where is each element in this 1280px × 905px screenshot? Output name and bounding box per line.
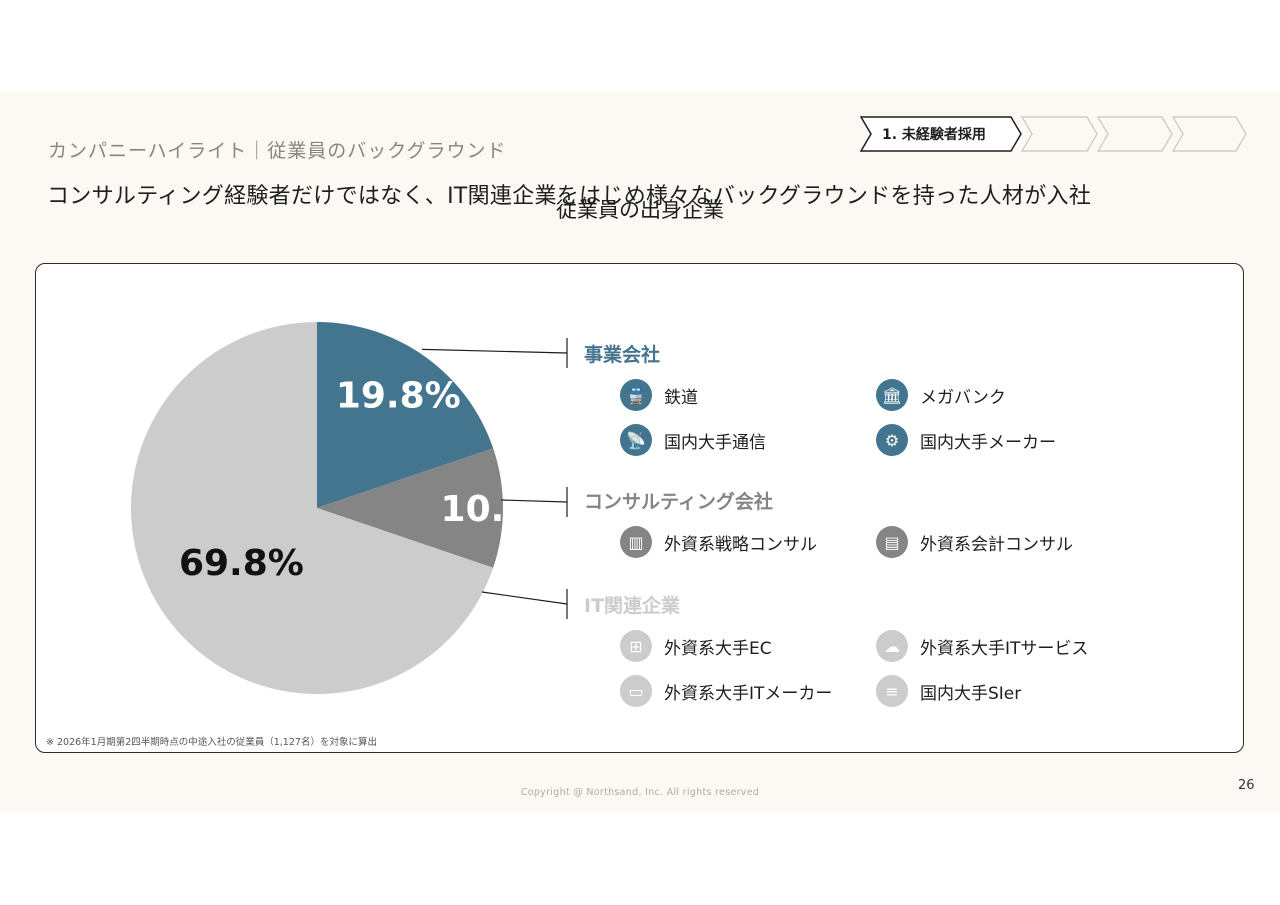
train-icon: 🚆 [620, 379, 652, 411]
books-icon: ▥ [620, 526, 652, 558]
legend-item-label: 外資系大手EC [664, 638, 772, 659]
legend-item: ☁ 外資系大手ITサービス [876, 630, 1088, 662]
legend-item-label: 国内大手メーカー [920, 432, 1056, 453]
pie-label-2: 10.4% [441, 489, 566, 530]
shopping-cart-icon: ⊞ [620, 630, 652, 662]
legend-item-label: 外資系戦略コンサル [664, 534, 817, 555]
legend-item-label: 外資系大手ITサービス [920, 638, 1089, 659]
legend-item-label: 外資系大手ITメーカー [664, 683, 833, 704]
bank-icon: 🏛 [876, 379, 908, 411]
legend-item: ▤ 外資系会計コンサル [876, 526, 1073, 558]
leader-line-2 [500, 499, 568, 503]
group-title-2: コンサルティング会社 [584, 491, 773, 513]
chart-title: 従業員の出身企業 [556, 198, 724, 222]
legend-item-label: 国内大手通信 [664, 432, 766, 453]
database-icon: ≡ [876, 675, 908, 707]
footnote: ※ 2026年1月期第2四半期時点の中途入社の従業員（1,127名）を対象に算出 [46, 737, 377, 748]
step-chevrons [860, 116, 1247, 152]
section-subtitle: カンパニーハイライト｜従業員のバックグラウンド [48, 140, 507, 162]
leader-line-3 [481, 591, 568, 605]
legend-item: ▭ 外資系大手ITメーカー [620, 675, 832, 707]
step-chevron-2 [1020, 116, 1098, 152]
pie-label-3: 69.8% [179, 543, 304, 584]
pie-slice-1 [317, 322, 494, 508]
legend-item-label: 鉄道 [664, 387, 698, 408]
legend-item-label: 外資系会計コンサル [920, 534, 1073, 555]
step-indicator: 1. 未経験者採用 [860, 116, 1250, 152]
gears-icon: ⚙ [876, 424, 908, 456]
group-title-1: 事業会社 [584, 344, 661, 366]
pie-label-1: 19.8% [336, 376, 461, 417]
leader-line-1 [422, 348, 568, 354]
page-headline: コンサルティング経験者だけではなく、IT関連企業をはじめ様々なバックグラウンドを… [47, 184, 1092, 209]
bar-chart-icon: ▤ [876, 526, 908, 558]
legend-item: ≡ 国内大手SIer [876, 675, 1021, 707]
legend-item-label: メガバンク [920, 387, 1006, 408]
pie-slices [131, 322, 503, 694]
pie-slice-3 [131, 322, 494, 694]
cloud-network-icon: ☁ [876, 630, 908, 662]
step-chevron-active [860, 116, 1022, 152]
copyright: Copyright @ Northsand, Inc. All rights r… [520, 787, 760, 798]
legend-item-label: 国内大手SIer [920, 683, 1022, 704]
page-number: 26 [1238, 778, 1255, 793]
legend-item: 🚆 鉄道 [620, 379, 698, 411]
legend-item: ▥ 外資系戦略コンサル [620, 526, 817, 558]
step-label-active: 1. 未経験者採用 [882, 127, 986, 143]
step-chevron-4 [1171, 116, 1247, 152]
legend-item: ⊞ 外資系大手EC [620, 630, 772, 662]
devices-icon: ▭ [620, 675, 652, 707]
pie-labels: 19.8% 10.4% 69.8% [179, 376, 565, 585]
legend-item: 🏛 メガバンク [876, 379, 1006, 411]
step-chevron-3 [1096, 116, 1173, 152]
legend-item: 📡 国内大手通信 [620, 424, 766, 456]
leader-lines [422, 338, 568, 619]
group-title-3: IT関連企業 [584, 595, 681, 617]
satellite-dish-icon: 📡 [620, 424, 652, 456]
pie-slice-2 [317, 448, 503, 568]
legend-item: ⚙ 国内大手メーカー [876, 424, 1056, 456]
